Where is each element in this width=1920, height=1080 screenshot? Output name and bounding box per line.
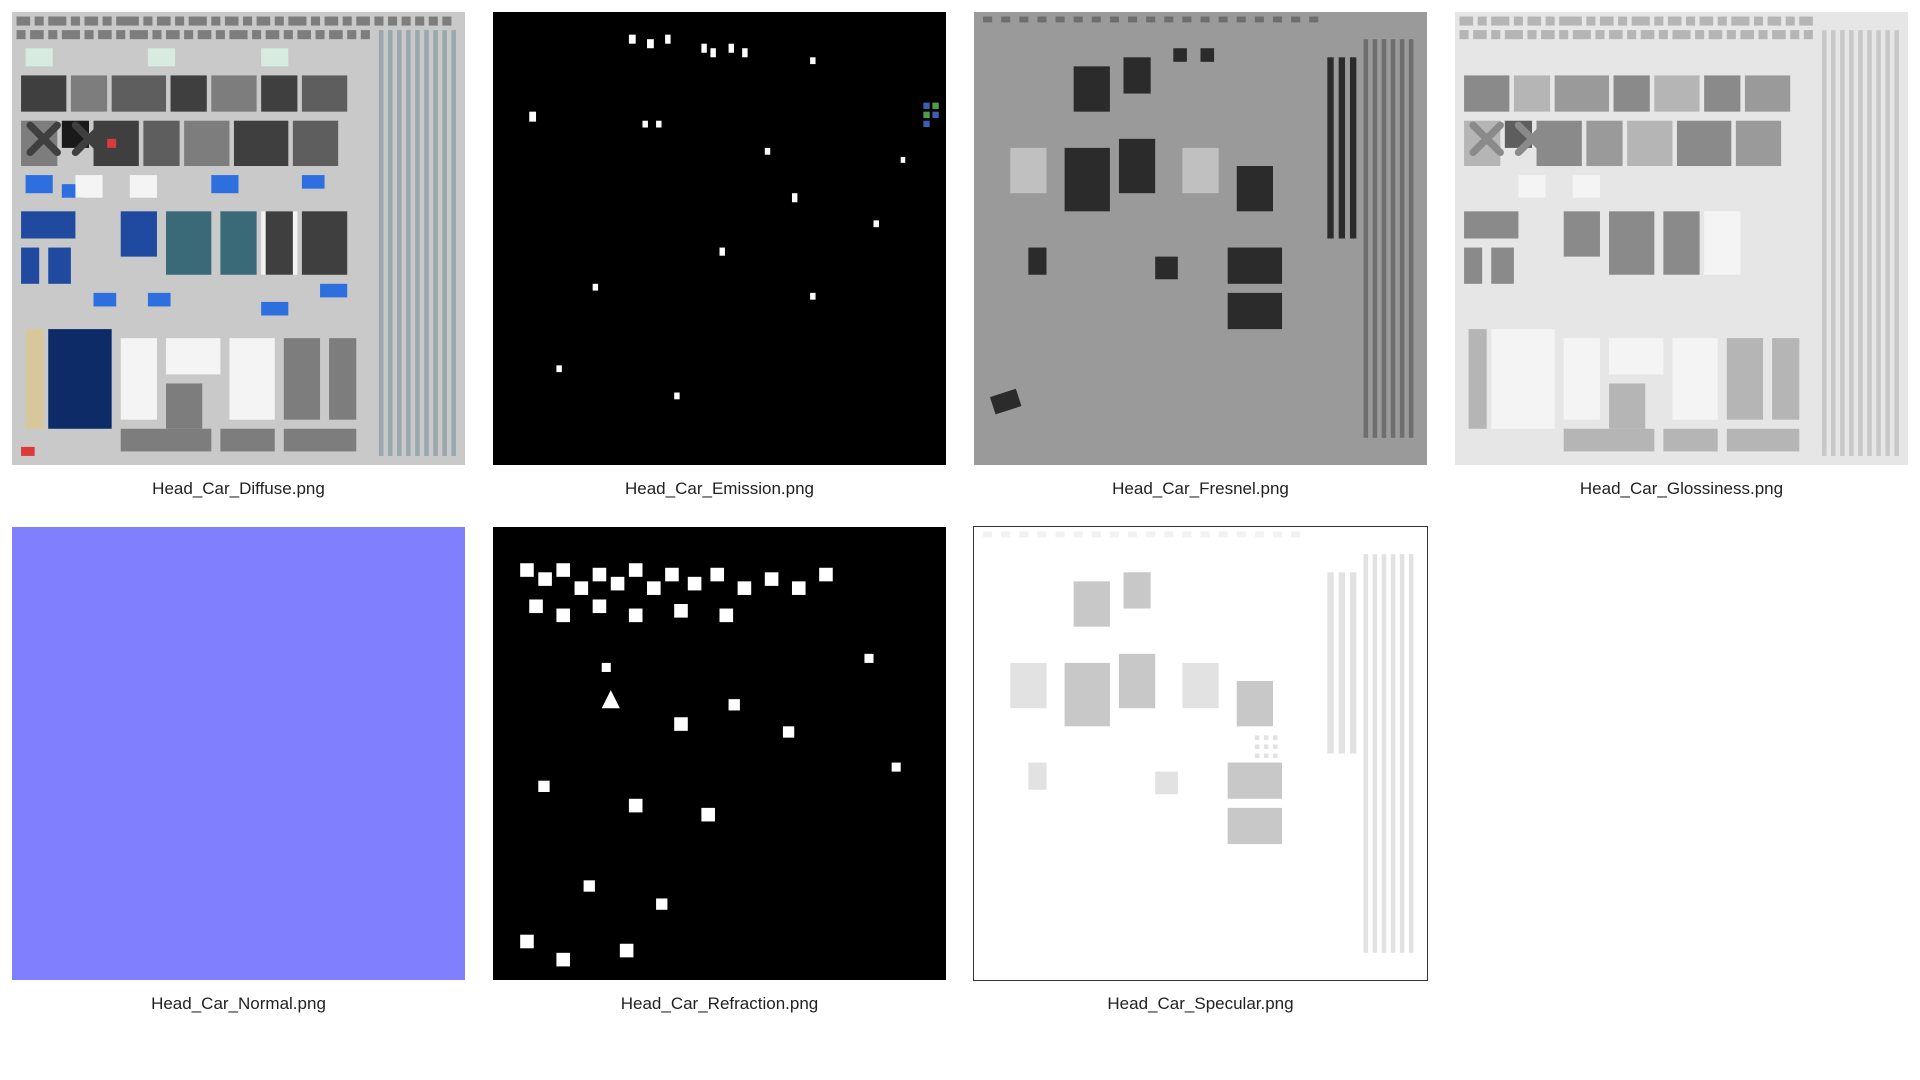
caption-glossiness: Head_Car_Glossiness.png xyxy=(1580,479,1783,499)
thumbnail-specular[interactable] xyxy=(974,527,1427,980)
thumbnail-fresnel[interactable] xyxy=(974,12,1427,465)
texture-cell-normal[interactable]: Head_Car_Normal.png xyxy=(12,527,465,1014)
texture-cell-glossiness[interactable]: Head_Car_Glossiness.png xyxy=(1455,12,1908,499)
caption-diffuse: Head_Car_Diffuse.png xyxy=(152,479,325,499)
thumbnail-refraction[interactable] xyxy=(493,527,946,980)
caption-specular: Head_Car_Specular.png xyxy=(1107,994,1293,1014)
caption-fresnel: Head_Car_Fresnel.png xyxy=(1112,479,1289,499)
texture-cell-diffuse[interactable]: Head_Car_Diffuse.png xyxy=(12,12,465,499)
caption-emission: Head_Car_Emission.png xyxy=(625,479,814,499)
texture-cell-refraction[interactable]: Head_Car_Refraction.png xyxy=(493,527,946,1014)
texture-cell-emission[interactable]: Head_Car_Emission.png xyxy=(493,12,946,499)
caption-normal: Head_Car_Normal.png xyxy=(151,994,326,1014)
thumbnail-normal[interactable] xyxy=(12,527,465,980)
thumbnail-glossiness[interactable] xyxy=(1455,12,1908,465)
thumbnail-diffuse[interactable] xyxy=(12,12,465,465)
thumbnail-emission[interactable] xyxy=(493,12,946,465)
texture-grid: Head_Car_Diffuse.png xyxy=(12,12,1908,1014)
texture-cell-specular[interactable]: Head_Car_Specular.png xyxy=(974,527,1427,1014)
caption-refraction: Head_Car_Refraction.png xyxy=(621,994,819,1014)
texture-cell-fresnel[interactable]: Head_Car_Fresnel.png xyxy=(974,12,1427,499)
